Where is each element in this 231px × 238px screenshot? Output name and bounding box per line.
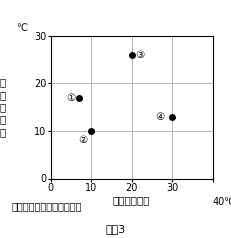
Text: 『理科年表』により作成。: 『理科年表』により作成。 bbox=[12, 201, 82, 211]
Text: ④: ④ bbox=[155, 112, 165, 122]
Text: 図　3: 図 3 bbox=[105, 224, 126, 234]
Text: ③: ③ bbox=[135, 50, 144, 60]
Text: ℃: ℃ bbox=[16, 23, 27, 33]
Text: 40℃: 40℃ bbox=[213, 197, 231, 207]
Text: ①: ① bbox=[66, 93, 76, 103]
Text: ②: ② bbox=[79, 135, 88, 145]
Text: 年
平
均
気
温: 年 平 均 気 温 bbox=[0, 77, 6, 137]
X-axis label: 気温の年較差: 気温の年較差 bbox=[113, 195, 150, 205]
